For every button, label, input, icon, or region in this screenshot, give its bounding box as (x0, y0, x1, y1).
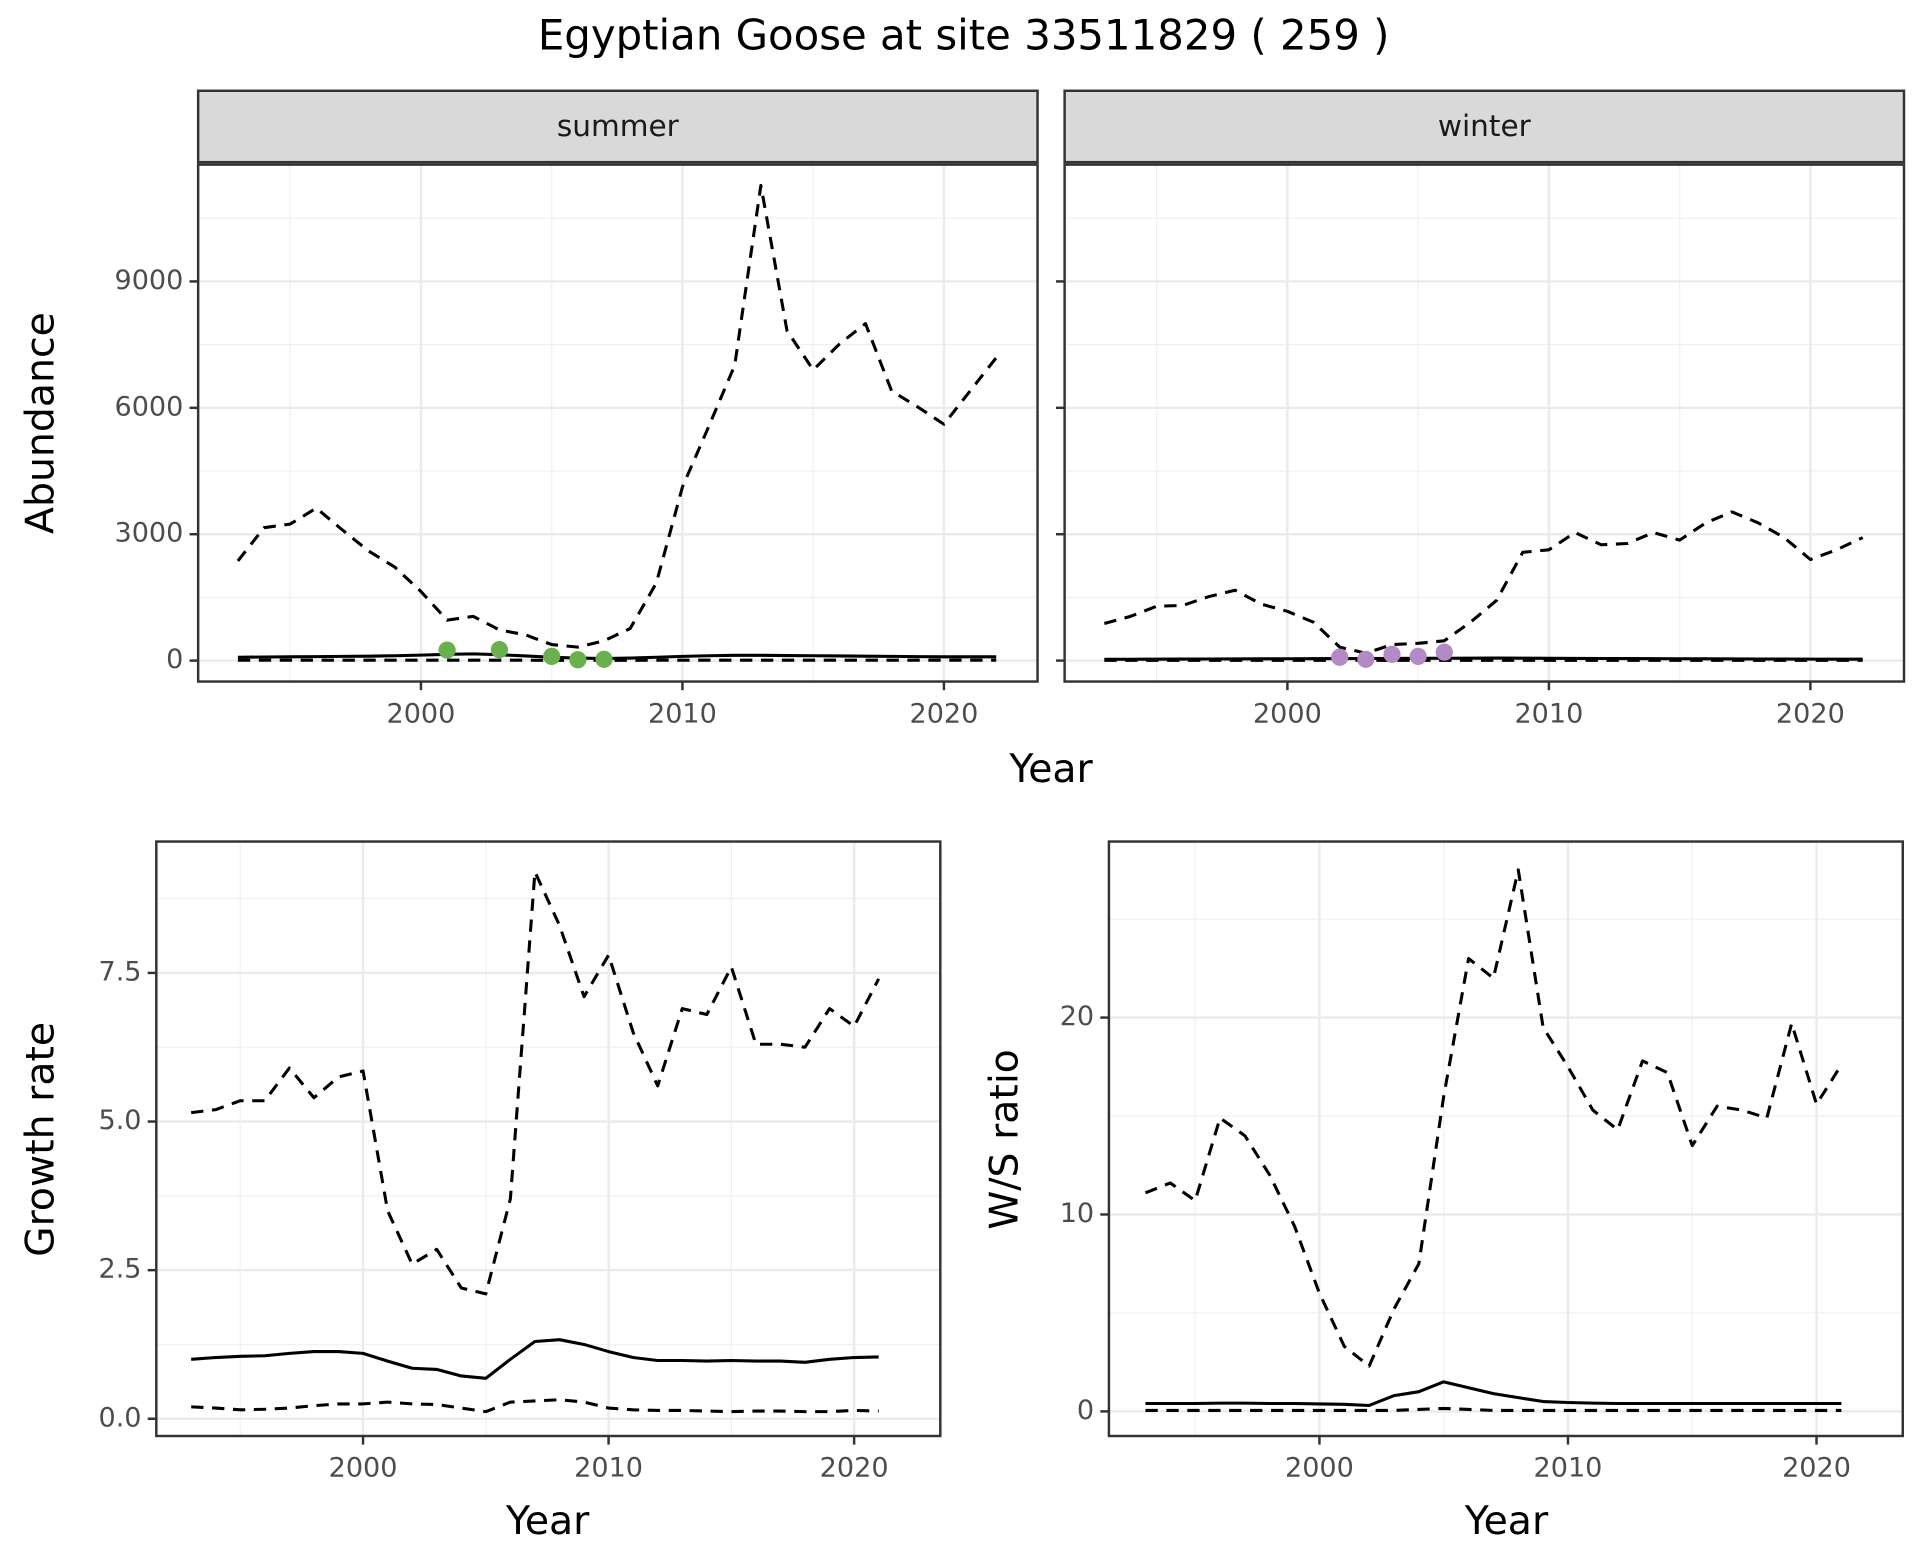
solid-line (237, 652, 997, 661)
data-point (595, 650, 613, 668)
solid-line (1145, 1380, 1842, 1408)
x-tick-label: 2020 (820, 1453, 889, 1484)
y-axis-title: W/S ratio (981, 1049, 1027, 1230)
y-tick-label: 20 (1060, 1001, 1094, 1032)
panel: 2000 2010 2020 0 3000 6000 9000 summer Year Abund… (18, 89, 1094, 792)
solid-line (191, 1338, 879, 1380)
y-tick-label: 3000 (115, 518, 184, 549)
x-tick-label: 2000 (387, 698, 456, 729)
y-tick-label: 0 (1077, 1395, 1094, 1426)
y-tick-label: 7.5 (98, 956, 141, 987)
panel: 2000 2010 2020 winter (1056, 89, 1906, 729)
x-tick-label: 2010 (1534, 1453, 1603, 1484)
x-tick-label: 2000 (1253, 698, 1322, 729)
y-tick-label: 9000 (115, 265, 184, 296)
data-point (1357, 650, 1375, 668)
panel-border (155, 840, 942, 1438)
dashed-line (1103, 510, 1864, 655)
panel: 2000 2010 2020 0.0 2.5 5.0 7.5 Year Growth rate (18, 840, 942, 1544)
y-tick-label: 10 (1060, 1198, 1094, 1229)
panel-border (1063, 163, 1906, 683)
data-point (1331, 648, 1349, 666)
facet-strip (1063, 89, 1906, 164)
facet-strip (196, 89, 1039, 164)
figure-title: Egyptian Goose at site 33511829 ( 259 ) (538, 10, 1390, 59)
facet-label: summer (557, 109, 680, 143)
facet-label: winter (1438, 109, 1532, 143)
plot-area (1108, 841, 1903, 1436)
panel-border (196, 163, 1039, 683)
x-tick-label: 2010 (648, 698, 717, 729)
x-tick-label: 2020 (909, 698, 978, 729)
y-tick-label: 0 (166, 644, 183, 675)
x-axis-title: Year (1464, 1498, 1549, 1544)
x-tick-label: 2010 (574, 1453, 643, 1484)
panel: 2000 2010 2020 0 10 20 Year W/S ratio (981, 840, 1905, 1544)
x-axis-title: Year (1008, 746, 1093, 792)
data-point (1409, 647, 1427, 666)
dashed-line (190, 870, 881, 1296)
data-point (569, 651, 587, 669)
dashed-line (236, 183, 998, 649)
data-point (1383, 645, 1401, 663)
y-tick-label: 5.0 (98, 1105, 141, 1136)
data-point (438, 641, 456, 659)
x-tick-label: 2000 (329, 1453, 398, 1484)
y-axis-title: Abundance (18, 312, 64, 534)
x-axis-title: Year (505, 1498, 590, 1544)
x-tick-label: 2010 (1514, 698, 1583, 729)
y-axis-title: Growth rate (18, 1022, 64, 1257)
panel-border (1107, 840, 1905, 1438)
dashed-line (191, 1398, 879, 1414)
data-point (490, 641, 509, 659)
dashed-line (1145, 1406, 1842, 1412)
y-tick-label: 6000 (115, 391, 184, 422)
y-tick-label: 2.5 (98, 1254, 141, 1285)
y-tick-label: 0.0 (98, 1402, 141, 1433)
plot-area (156, 841, 941, 1436)
x-tick-label: 2020 (1776, 698, 1845, 729)
data-point (543, 647, 561, 666)
plot-area (1064, 164, 1904, 682)
x-tick-label: 2020 (1782, 1453, 1851, 1484)
data-point (1435, 643, 1453, 661)
x-tick-label: 2000 (1285, 1453, 1354, 1484)
plot-area (198, 164, 1038, 682)
